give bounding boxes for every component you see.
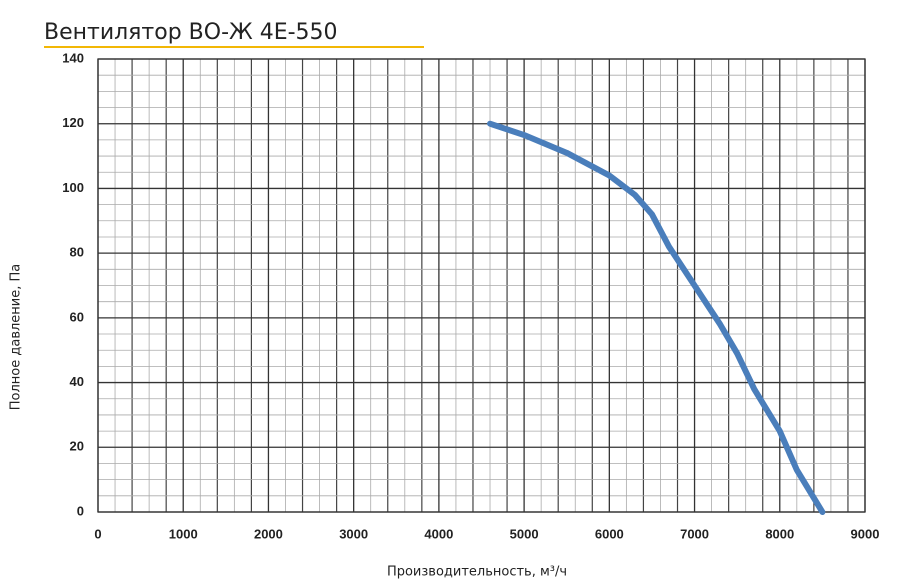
y-tick-label: 140 xyxy=(62,50,84,65)
y-tick-label: 80 xyxy=(70,245,84,260)
x-tick-label: 3000 xyxy=(339,526,368,541)
x-tick-label: 0 xyxy=(94,526,101,541)
x-tick-label: 1000 xyxy=(169,526,198,541)
x-tick-label: 8000 xyxy=(765,526,794,541)
x-tick-label: 2000 xyxy=(254,526,283,541)
x-tick-label: 4000 xyxy=(424,526,453,541)
y-tick-label: 40 xyxy=(70,374,84,389)
x-axis-label: Производительность, м³/ч xyxy=(387,565,567,580)
y-tick-label: 100 xyxy=(62,180,84,195)
y-tick-label: 0 xyxy=(77,503,84,518)
x-tick-label: 7000 xyxy=(680,526,709,541)
series-line xyxy=(487,120,826,515)
x-tick-label: 6000 xyxy=(595,526,624,541)
y-axis-label: Полное давление, Па xyxy=(9,264,24,411)
x-tick-label: 5000 xyxy=(510,526,539,541)
x-tick-label: 9000 xyxy=(851,526,880,541)
y-tick-label: 20 xyxy=(70,439,84,454)
y-tick-label: 120 xyxy=(62,115,84,130)
chart-title: Вентилятор ВО-Ж 4Е-550 xyxy=(44,20,338,45)
y-tick-label: 60 xyxy=(70,309,84,324)
plot-border xyxy=(97,58,866,513)
